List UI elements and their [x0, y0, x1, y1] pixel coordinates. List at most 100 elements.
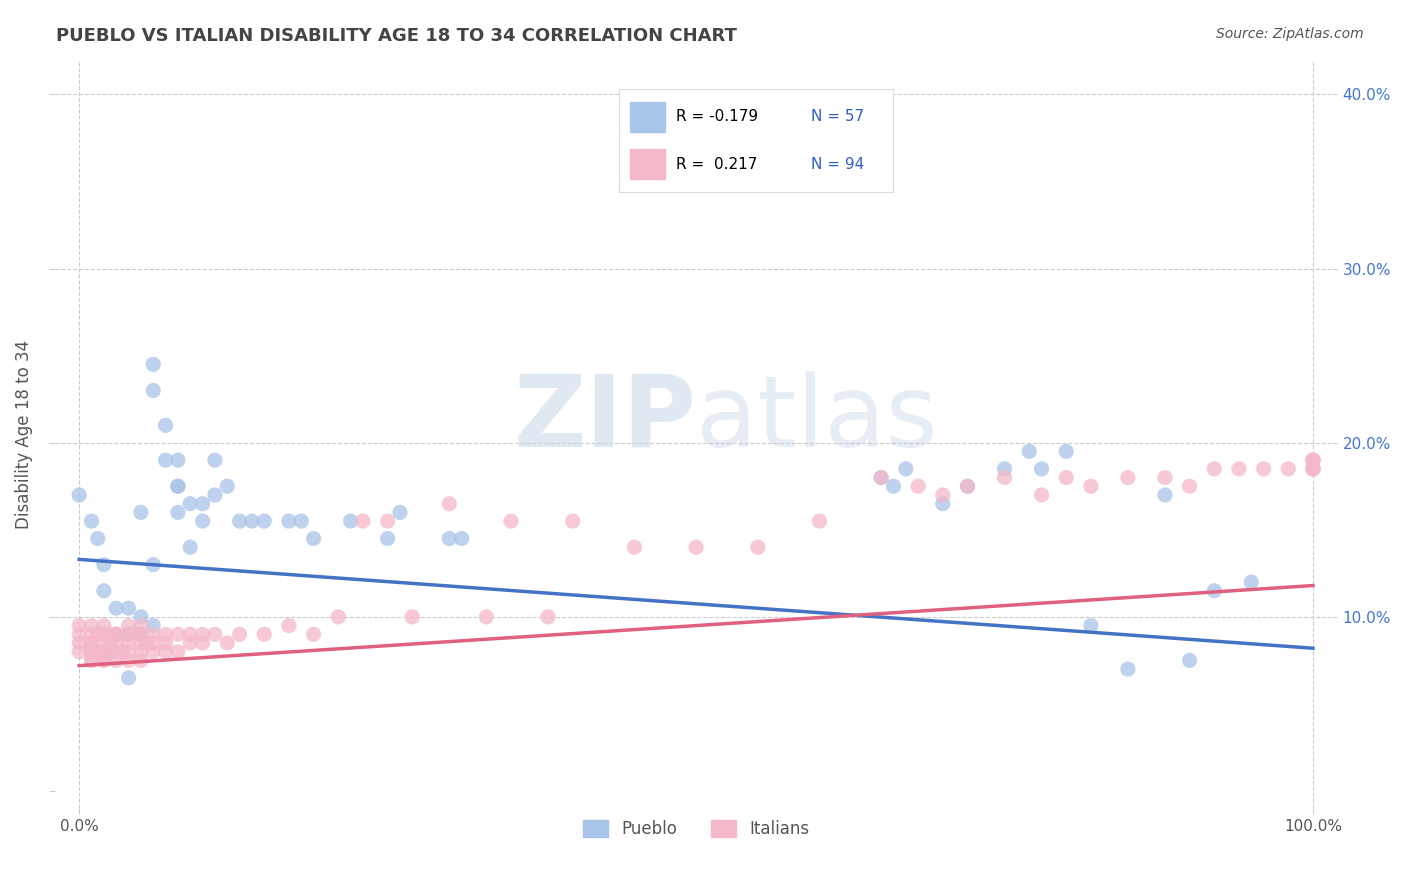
Bar: [630, 102, 665, 132]
Point: [155, 418, 177, 433]
Point: [499, 514, 522, 528]
Point: [80, 618, 103, 632]
Point: [98, 645, 121, 659]
Point: [93, 645, 115, 659]
Text: R = -0.179: R = -0.179: [676, 110, 758, 124]
Point: [142, 645, 165, 659]
Point: [86, 627, 108, 641]
Point: [67, 645, 90, 659]
Point: [1116, 662, 1139, 676]
Point: [1116, 470, 1139, 484]
Point: [93, 636, 115, 650]
Point: [388, 505, 411, 519]
Point: [191, 636, 214, 650]
Point: [155, 627, 177, 641]
Point: [1240, 575, 1263, 590]
Point: [1253, 462, 1275, 476]
Point: [117, 636, 139, 650]
Point: [870, 470, 893, 484]
Point: [167, 453, 190, 467]
Point: [142, 384, 165, 398]
Text: ZIP: ZIP: [513, 370, 696, 467]
Point: [401, 610, 423, 624]
Point: [1154, 470, 1177, 484]
Point: [1054, 470, 1077, 484]
Point: [191, 514, 214, 528]
Point: [870, 470, 893, 484]
Point: [1031, 488, 1053, 502]
Point: [167, 479, 190, 493]
Point: [98, 627, 121, 641]
Point: [105, 636, 128, 650]
Point: [747, 540, 769, 554]
Point: [204, 627, 226, 641]
Point: [93, 627, 115, 641]
Point: [80, 514, 103, 528]
Text: R =  0.217: R = 0.217: [676, 157, 758, 171]
Point: [228, 514, 250, 528]
Point: [80, 627, 103, 641]
Point: [1031, 462, 1053, 476]
Point: [278, 514, 301, 528]
Point: [80, 653, 103, 667]
Point: [93, 653, 115, 667]
Point: [167, 479, 190, 493]
Point: [1178, 479, 1201, 493]
Point: [623, 540, 645, 554]
Point: [1302, 462, 1324, 476]
Point: [253, 627, 276, 641]
Point: [67, 627, 90, 641]
Point: [93, 583, 115, 598]
Point: [290, 514, 312, 528]
Point: [142, 357, 165, 371]
Point: [993, 470, 1015, 484]
Point: [240, 514, 263, 528]
Point: [993, 462, 1015, 476]
Point: [117, 601, 139, 615]
Point: [217, 479, 239, 493]
Point: [167, 627, 190, 641]
Point: [129, 627, 152, 641]
Point: [1204, 462, 1226, 476]
Point: [475, 610, 498, 624]
Point: [117, 671, 139, 685]
Point: [179, 497, 201, 511]
Point: [117, 627, 139, 641]
Point: [204, 453, 226, 467]
Point: [439, 532, 461, 546]
Point: [155, 636, 177, 650]
Point: [98, 645, 121, 659]
Point: [278, 618, 301, 632]
Point: [80, 653, 103, 667]
Point: [439, 497, 461, 511]
Point: [105, 627, 128, 641]
Point: [105, 627, 128, 641]
Point: [142, 618, 165, 632]
Point: [302, 627, 325, 641]
Point: [129, 505, 152, 519]
Point: [80, 636, 103, 650]
Point: [142, 627, 165, 641]
Point: [67, 488, 90, 502]
Point: [1302, 453, 1324, 467]
Point: [932, 497, 955, 511]
Point: [1277, 462, 1299, 476]
Point: [117, 645, 139, 659]
Point: [117, 627, 139, 641]
Point: [86, 645, 108, 659]
Point: [808, 514, 831, 528]
Point: [129, 627, 152, 641]
Point: [561, 514, 583, 528]
Point: [894, 462, 917, 476]
Point: [228, 627, 250, 641]
Point: [1018, 444, 1040, 458]
Point: [1080, 618, 1102, 632]
Point: [93, 653, 115, 667]
Point: [80, 645, 103, 659]
Point: [117, 653, 139, 667]
Point: [932, 488, 955, 502]
Point: [352, 514, 374, 528]
Point: [956, 479, 979, 493]
Legend: Pueblo, Italians: Pueblo, Italians: [576, 814, 815, 845]
Point: [1302, 453, 1324, 467]
